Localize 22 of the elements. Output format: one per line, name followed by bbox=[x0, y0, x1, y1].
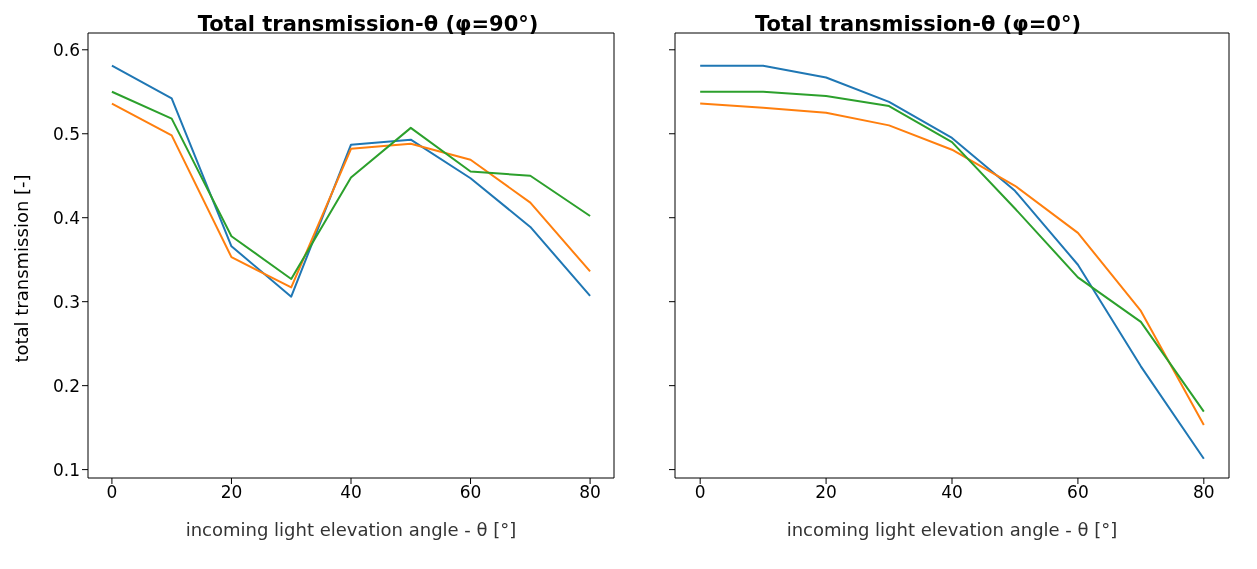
x-tick-label: 80 bbox=[579, 482, 601, 503]
x-tick-label: 0 bbox=[106, 482, 118, 503]
line-series bbox=[110, 64, 592, 298]
x-tick-label: 20 bbox=[815, 482, 837, 503]
y-tick-label: 0.1 bbox=[52, 459, 80, 480]
x-tick-label: 60 bbox=[459, 482, 482, 503]
x-tick-label: 0 bbox=[694, 482, 706, 503]
x-tick-label: 40 bbox=[340, 482, 362, 503]
chart-title: Total transmission-θ (φ=90°) bbox=[196, 12, 540, 36]
x-tick-label: 60 bbox=[1067, 482, 1089, 503]
x-tick-label: 20 bbox=[220, 482, 243, 503]
y-axis-title: total transmission [-] bbox=[10, 173, 32, 363]
x-axis-title: incoming light elevation angle - θ [°] bbox=[185, 519, 517, 540]
x-tick-label: 80 bbox=[1193, 482, 1215, 503]
y-tick-label: 0.4 bbox=[52, 207, 80, 228]
y-tick-label: 0.2 bbox=[52, 375, 80, 396]
y-tick-label: 0.5 bbox=[52, 123, 80, 144]
y-tick-label: 0.6 bbox=[52, 39, 80, 60]
y-tick-label: 0.3 bbox=[52, 291, 80, 312]
x-tick-label: 40 bbox=[941, 482, 963, 503]
chart-title: Total transmission-θ (φ=0°) bbox=[753, 12, 1083, 36]
x-axis-title: incoming light elevation angle - θ [°] bbox=[786, 519, 1118, 540]
